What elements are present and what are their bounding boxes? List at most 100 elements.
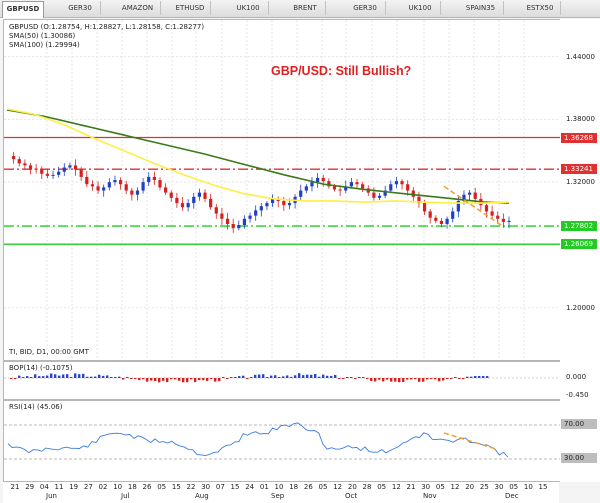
bop-bar-76: [314, 373, 317, 378]
tab-amazon-2[interactable]: AMAZON: [115, 1, 161, 15]
bop-bar-88: [362, 377, 365, 378]
bop-bar-32: [138, 378, 141, 381]
tab-ger30-1[interactable]: GER30: [60, 1, 101, 15]
bop-bar-107: [438, 378, 441, 382]
bop-bar-66: [274, 375, 277, 378]
bop-bar-116: [474, 375, 477, 378]
candle-body-14: [85, 176, 89, 185]
rsi-trend-line: [443, 432, 497, 450]
bop-axis[interactable]: 0.000 -0.450: [560, 361, 600, 400]
x-tick-26: 12: [391, 483, 401, 491]
tab-brent-5[interactable]: BRENT: [285, 1, 326, 15]
candle-body-39: [225, 218, 230, 224]
candle-body-4: [28, 165, 33, 169]
time-axis[interactable]: 21 29 04 11 19 27 02 10 18 26 05 15 22 30 07 15 24 01 10 18…: [3, 482, 559, 503]
price-chart-pane[interactable]: GBPUSD (O:1.28754, H:1.28827, L:1.28158,…: [3, 19, 561, 361]
x-tick-21: 05: [318, 483, 328, 491]
x-tick-5: 27: [83, 483, 93, 491]
tab-estx50-9[interactable]: ESTX50: [520, 1, 561, 15]
candle-body-71: [406, 184, 410, 191]
candle-body-75: [428, 211, 432, 218]
bop-bar-108: [442, 378, 445, 381]
candle-body-89: [507, 220, 511, 222]
candle-body-79: [451, 211, 455, 219]
candle-body-29: [169, 192, 173, 198]
bop-bar-64: [266, 377, 269, 378]
x-tick-8: 18: [127, 483, 137, 491]
bop-bar-26: [114, 377, 117, 378]
candle-body-1: [12, 156, 16, 160]
bop-bar-16: [74, 373, 77, 378]
bop-bar-6: [34, 374, 37, 378]
candle-body-22: [130, 190, 134, 195]
bop-bar-109: [446, 378, 449, 379]
bop-bar-102: [418, 378, 421, 382]
bop-bar-98: [402, 378, 405, 383]
bop-bar-40: [170, 378, 173, 380]
bop-bar-28: [122, 378, 125, 380]
bop-bar-67: [278, 377, 281, 378]
x-tick-12: 22: [186, 483, 196, 491]
candle-body-63: [361, 184, 365, 189]
bop-bar-82: [338, 378, 341, 379]
candle-body-42: [242, 218, 247, 226]
x-tick-4: 19: [69, 483, 79, 491]
bop-bar-71: [294, 375, 297, 378]
candle-body-11: [68, 165, 72, 168]
candle-body-35: [203, 192, 207, 199]
bop-bar-10: [50, 373, 53, 378]
candle-body-78: [445, 218, 449, 224]
x-tick-28: 30: [421, 483, 431, 491]
bop-bar-20: [90, 376, 93, 378]
candle-body-77: [439, 220, 444, 224]
x-month-6: Dec: [505, 492, 519, 500]
rsi-pane[interactable]: RSI(14) (45.06): [3, 400, 561, 482]
x-month-1: Jul: [121, 492, 130, 500]
candle-body-72: [411, 190, 415, 197]
bop-tick-zero: 0.000: [566, 373, 587, 381]
bop-bar-87: [358, 377, 361, 378]
sma50-line: [6, 108, 510, 204]
bop-bar-51: [214, 378, 217, 382]
candle-body-55: [316, 177, 320, 183]
candle-body-88: [501, 218, 505, 222]
level-label-2: 1.27802: [561, 221, 597, 232]
bop-bar-24: [106, 375, 109, 378]
bop-bar-75: [310, 374, 313, 378]
tab-gbpusd-0[interactable]: GBPUSD: [2, 1, 44, 18]
candle-body-52: [299, 190, 303, 197]
tab-uk100-4[interactable]: UK100: [228, 1, 269, 15]
x-tick-3: 11: [54, 483, 64, 491]
tab-ethusd-3[interactable]: ETHUSD: [170, 1, 211, 15]
bop-pane[interactable]: BOP(14) (-0.1075): [3, 361, 561, 400]
bop-bar-117: [478, 376, 481, 378]
bop-bar-23: [102, 375, 105, 378]
candle-body-68: [389, 184, 393, 191]
x-month-4: Oct: [345, 492, 358, 500]
bop-bar-81: [334, 374, 337, 378]
price-axis[interactable]: 1.440001.380001.320001.260001.200001.362…: [560, 19, 600, 361]
candle-body-74: [422, 203, 427, 212]
bop-bar-96: [394, 378, 397, 382]
candle-body-10: [62, 167, 66, 172]
bop-bar-90: [370, 378, 373, 381]
candle-body-19: [113, 180, 117, 183]
rsi-axis[interactable]: 70.00 30.00: [560, 400, 600, 482]
tab-uk100-7[interactable]: UK100: [400, 1, 441, 15]
candle-body-69: [394, 181, 399, 185]
candle-body-16: [96, 186, 100, 191]
candle-body-27: [158, 180, 162, 188]
bop-bar-112: [458, 378, 461, 379]
x-tick-20: 26: [303, 483, 313, 491]
tab-spain35-8[interactable]: SPAIN35: [458, 1, 504, 15]
x-tick-17: 01: [259, 483, 269, 491]
tab-ger30-6[interactable]: GER30: [345, 1, 386, 15]
bop-bar-9: [46, 375, 49, 378]
x-month-0: Jun: [46, 492, 57, 500]
candle-body-41: [237, 225, 241, 229]
candle-body-25: [147, 176, 151, 183]
bop-bar-8: [42, 376, 45, 378]
candle-body-32: [186, 203, 190, 208]
candle-body-33: [192, 196, 196, 204]
candle-body-38: [220, 213, 224, 219]
